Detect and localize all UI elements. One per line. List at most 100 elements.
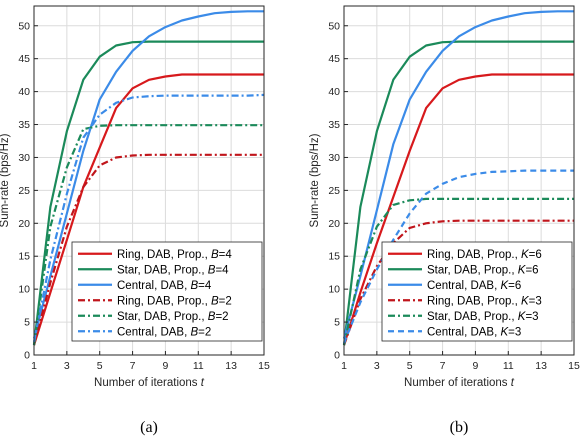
x-tick-label: 13 [225, 360, 237, 372]
x-axis-label-var-a: t [201, 377, 205, 389]
legend-entry-param: K [518, 311, 527, 323]
y-tick-label: 0 [334, 350, 340, 362]
y-tick-label: 20 [328, 218, 340, 230]
legend-entry-label: Ring, DAB, Prop., [117, 295, 211, 307]
y-tick-label: 35 [328, 119, 340, 131]
series-line-a-4 [32, 124, 264, 346]
legend-entry-param: K [521, 295, 530, 307]
x-tick-label: 1 [31, 360, 37, 372]
legend-entry-label: Star, DAB, Prop., [427, 311, 518, 323]
y-tick-label: 30 [328, 152, 340, 164]
legend-entry-label: Central, DAB, [427, 326, 501, 338]
legend-entry: Central, DAB, B=2 [117, 326, 211, 338]
legend-entry-value: =2 [198, 326, 211, 338]
legend-entry-label: Star, DAB, Prop., [427, 264, 518, 276]
legend-entry-value: =6 [529, 249, 542, 261]
legend-entry: Ring, DAB, Prop., B=4 [117, 249, 232, 261]
y-tick-labels-a: 0 5 10 15 20 25 30 35 40 45 50 [18, 20, 38, 362]
y-tick-label: 25 [18, 185, 30, 197]
x-axis-label-b: Number of iterations t [404, 377, 515, 389]
legend-entry-param: B [208, 311, 216, 323]
legend-entry: Star, DAB, Prop., B=4 [117, 264, 229, 276]
y-tick-label: 40 [18, 86, 30, 98]
axes-frame-b [343, 5, 575, 356]
y-tick-label: 25 [328, 185, 340, 197]
legend-entry-value: =4 [198, 280, 212, 292]
series-line-a-3 [32, 153, 264, 346]
legend-entry: Central, DAB, K=3 [427, 326, 521, 338]
legend-entry: Central, DAB, K=6 [427, 280, 521, 292]
x-axis-label-text-b: Number of iterations [404, 377, 508, 389]
x-axis-label-text-a: Number of iterations [94, 377, 198, 389]
legend-entry-label: Central, DAB, [117, 326, 191, 338]
legend-entry-param: B [208, 264, 216, 276]
legend-entry-label: Central, DAB, [117, 280, 191, 292]
series-line-b-1 [342, 40, 574, 346]
y-tick-label: 15 [328, 251, 340, 263]
x-tick-label: 5 [407, 360, 413, 372]
x-tick-label: 7 [440, 360, 446, 372]
legend-entry-label: Ring, DAB, Prop., [427, 295, 521, 307]
x-tick-label: 13 [535, 360, 547, 372]
y-tick-label: 0 [24, 350, 30, 362]
legend-entry: Ring, DAB, Prop., K=6 [427, 249, 542, 261]
legend-entry-label: Ring, DAB, Prop., [427, 249, 521, 261]
series-line-b-2 [342, 10, 574, 339]
y-axis-label-b: Sum-rate (bps/Hz) [309, 133, 321, 227]
legend-entry-param: B [211, 249, 219, 261]
y-tick-label: 5 [334, 317, 340, 329]
series-line-a-0 [32, 73, 264, 346]
legend-box [381, 241, 573, 342]
y-tick-label: 35 [18, 119, 30, 131]
y-tick-label: 15 [18, 251, 30, 263]
legend-entry: Ring, DAB, Prop., K=3 [427, 295, 542, 307]
legend-entry: Star, DAB, Prop., K=3 [427, 311, 539, 323]
series-line-b-4 [342, 197, 574, 346]
y-tick-label: 10 [18, 284, 30, 296]
y-tick-label: 5 [24, 317, 30, 329]
y-tick-label: 20 [18, 218, 30, 230]
legend-entry-label: Star, DAB, Prop., [117, 311, 208, 323]
x-tick-label: 3 [374, 360, 380, 372]
x-tick-label: 9 [163, 360, 169, 372]
y-axis-label-a: Sum-rate (bps/Hz) [0, 133, 11, 227]
legend-entry: Star, DAB, Prop., B=2 [117, 311, 229, 323]
x-tick-label: 5 [97, 360, 103, 372]
legend-entry: Star, DAB, Prop., K=6 [427, 264, 539, 276]
legend-entry-value: =4 [215, 264, 229, 276]
legend-entry-label: Central, DAB, [427, 280, 501, 292]
series-line-b-0 [342, 73, 574, 346]
legend-entry-param: B [191, 326, 199, 338]
legend-entry-value: =6 [508, 280, 521, 292]
legend-entry-value: =6 [525, 264, 538, 276]
series-line-a-1 [32, 40, 264, 346]
legend-entry-value: =2 [215, 311, 228, 323]
legend-entry: Central, DAB, B=4 [117, 280, 212, 292]
x-tick-label: 11 [193, 360, 204, 372]
x-tick-labels-a: 1 3 5 7 9 11 13 15 [31, 351, 270, 372]
caption-a: (a) [140, 419, 158, 436]
legend-entry-param: K [518, 264, 527, 276]
x-tick-label: 15 [258, 360, 270, 372]
caption-b: (b) [450, 419, 469, 436]
x-tick-label: 15 [568, 360, 580, 372]
series-lines-a [32, 10, 265, 346]
legend-entry-value: =2 [219, 295, 232, 307]
y-tick-label: 50 [18, 20, 30, 32]
legend-entry-param: B [191, 280, 199, 292]
x-tick-label: 3 [64, 360, 70, 372]
legend-entry-value: =4 [219, 249, 233, 261]
legend-entry-label: Star, DAB, Prop., [117, 264, 208, 276]
y-tick-label: 50 [328, 20, 340, 32]
legend-entry-value: =3 [508, 326, 521, 338]
y-tick-label: 30 [18, 152, 30, 164]
y-tick-label: 45 [328, 53, 340, 65]
x-tick-label: 9 [473, 360, 479, 372]
x-tick-label: 11 [503, 360, 514, 372]
legend-entry-label: Ring, DAB, Prop., [117, 249, 211, 261]
y-tick-label: 45 [18, 53, 30, 65]
